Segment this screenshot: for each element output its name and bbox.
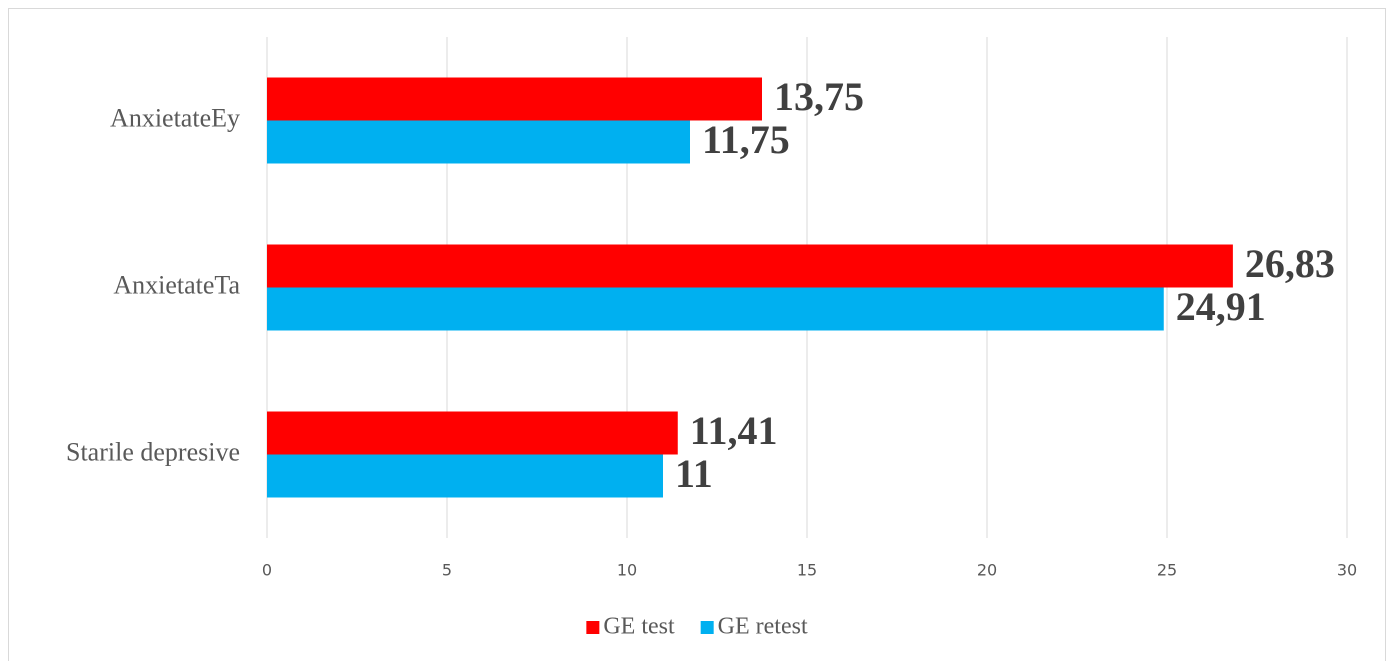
bar [267, 77, 762, 121]
value-label: 13,75 [774, 74, 864, 119]
legend-label: GE retest [718, 614, 808, 640]
y-tick-label: AnxietateEy [110, 103, 240, 132]
x-tick-label: 5 [442, 561, 452, 580]
bar [267, 411, 678, 455]
bar [267, 287, 1164, 331]
x-tick-label: 20 [977, 561, 997, 580]
x-tick-label: 10 [617, 561, 637, 580]
value-label: 11,41 [690, 408, 778, 453]
legend-swatch [586, 621, 600, 634]
y-tick-label: Starile depresive [66, 437, 240, 466]
x-tick-label: 0 [262, 561, 272, 580]
x-tick-label: 30 [1337, 561, 1357, 580]
value-label: 11 [675, 451, 713, 496]
value-label: 24,91 [1176, 284, 1266, 329]
value-label: 11,75 [702, 117, 790, 162]
x-tick-label: 25 [1157, 561, 1177, 580]
legend-label: GE test [603, 614, 675, 640]
y-tick-label: AnxietateTa [113, 270, 240, 299]
legend-swatch [700, 621, 714, 634]
bar [267, 244, 1233, 288]
bar [267, 120, 690, 164]
value-label: 26,83 [1245, 241, 1335, 286]
x-tick-label: 15 [797, 561, 817, 580]
bar [267, 454, 663, 498]
